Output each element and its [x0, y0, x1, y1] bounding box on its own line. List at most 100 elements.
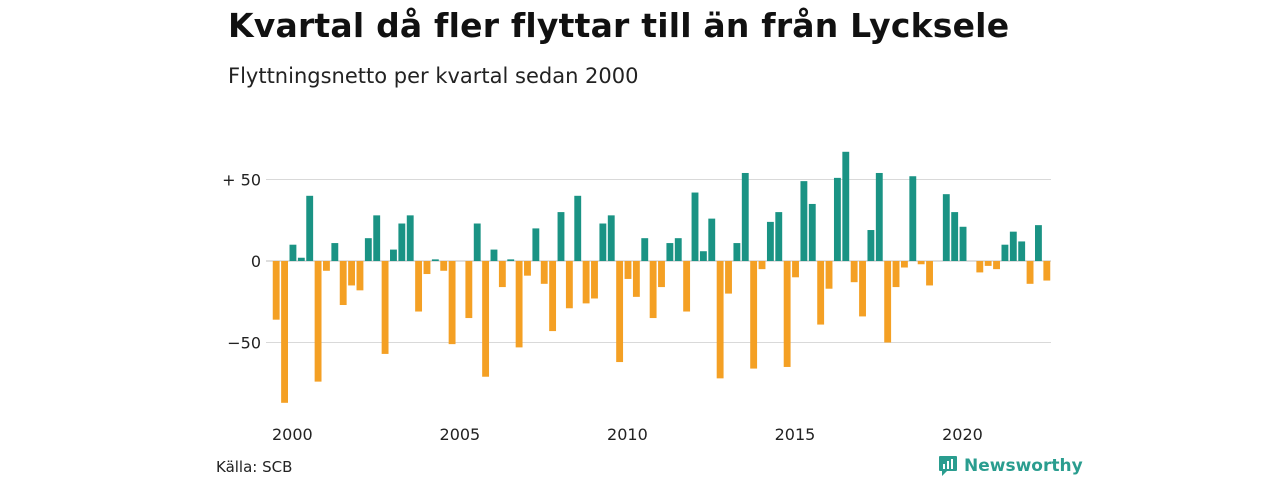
bar	[758, 261, 766, 270]
newsworthy-icon	[939, 456, 957, 476]
brand-name: Newsworthy	[964, 456, 1083, 476]
bar	[314, 261, 322, 382]
bar	[666, 243, 674, 261]
bar	[674, 238, 682, 261]
x-tick-label: 2000	[272, 425, 313, 444]
bar	[507, 259, 515, 261]
bar	[951, 212, 959, 261]
bar	[532, 228, 540, 261]
bar	[1026, 261, 1034, 284]
bar	[725, 261, 732, 294]
bar	[381, 261, 389, 354]
bar	[498, 261, 506, 288]
bar	[607, 215, 615, 261]
bar	[348, 261, 356, 286]
bar	[599, 223, 607, 261]
bar	[825, 261, 833, 289]
bar	[658, 261, 665, 288]
bar	[683, 261, 691, 312]
y-tick-label: + 50	[222, 171, 261, 190]
bar	[984, 261, 992, 266]
bar	[465, 261, 473, 319]
bar	[448, 261, 456, 345]
chart-title: Kvartal då fler flyttar till än från Lyc…	[228, 6, 1010, 45]
bar	[306, 195, 314, 261]
bar	[892, 261, 900, 288]
chart-subtitle: Flyttningsnetto per kvartal sedan 2000	[228, 64, 639, 88]
x-tick-label: 2010	[607, 425, 648, 444]
bar	[766, 221, 774, 261]
bar	[406, 215, 414, 261]
bar	[842, 151, 850, 261]
bar	[741, 172, 749, 261]
source-note: Källa: SCB	[216, 458, 293, 476]
bar	[792, 261, 799, 278]
bar	[591, 261, 598, 299]
x-tick-label: 2005	[440, 425, 481, 444]
bar	[364, 238, 372, 261]
bar	[431, 259, 439, 261]
bar	[783, 261, 791, 367]
bar	[557, 212, 565, 261]
bar	[524, 261, 531, 276]
bar	[733, 243, 741, 261]
bar	[1043, 261, 1051, 281]
bar	[716, 261, 724, 379]
bar	[942, 194, 950, 261]
bar	[926, 261, 933, 286]
bar	[281, 261, 288, 403]
bar	[574, 195, 582, 261]
bar	[917, 261, 925, 265]
bar	[272, 261, 280, 320]
bar	[867, 230, 875, 261]
bar	[884, 261, 892, 343]
bar	[909, 176, 917, 261]
bar	[398, 223, 406, 261]
bar	[582, 261, 590, 304]
bar	[373, 215, 381, 261]
bar	[800, 181, 808, 261]
bar	[331, 243, 339, 261]
bar	[1001, 244, 1009, 261]
bar	[708, 218, 716, 261]
bar	[900, 261, 908, 268]
bar	[515, 261, 523, 348]
bar	[976, 261, 984, 273]
bar	[808, 203, 816, 261]
bar	[490, 249, 498, 261]
bar	[632, 261, 640, 297]
bar	[323, 261, 330, 271]
bar	[289, 244, 297, 261]
bar	[549, 261, 557, 332]
x-tick-label: 2020	[942, 425, 983, 444]
y-tick-label: −50	[227, 334, 261, 353]
bar	[691, 192, 699, 261]
bar	[482, 261, 490, 377]
y-tick-label: 0	[251, 252, 261, 271]
bar	[649, 261, 657, 319]
brand-logo: Newsworthy	[938, 455, 1083, 477]
bar	[875, 172, 883, 261]
bar	[616, 261, 624, 363]
bar	[817, 261, 825, 325]
bar	[339, 261, 347, 306]
bar	[565, 261, 573, 309]
bar	[1018, 241, 1026, 261]
bar	[641, 238, 649, 261]
bar	[993, 261, 1000, 270]
bar	[473, 223, 481, 261]
bar	[540, 261, 548, 284]
bar	[624, 261, 632, 279]
bar	[1009, 231, 1017, 261]
bar	[415, 261, 423, 312]
x-tick-label: 2015	[775, 425, 816, 444]
bar	[297, 257, 305, 261]
bar	[833, 177, 841, 261]
bar	[1035, 225, 1042, 261]
bar	[699, 251, 707, 261]
bar	[356, 261, 364, 291]
bar	[859, 261, 866, 317]
bar	[750, 261, 758, 369]
bar	[390, 249, 397, 261]
